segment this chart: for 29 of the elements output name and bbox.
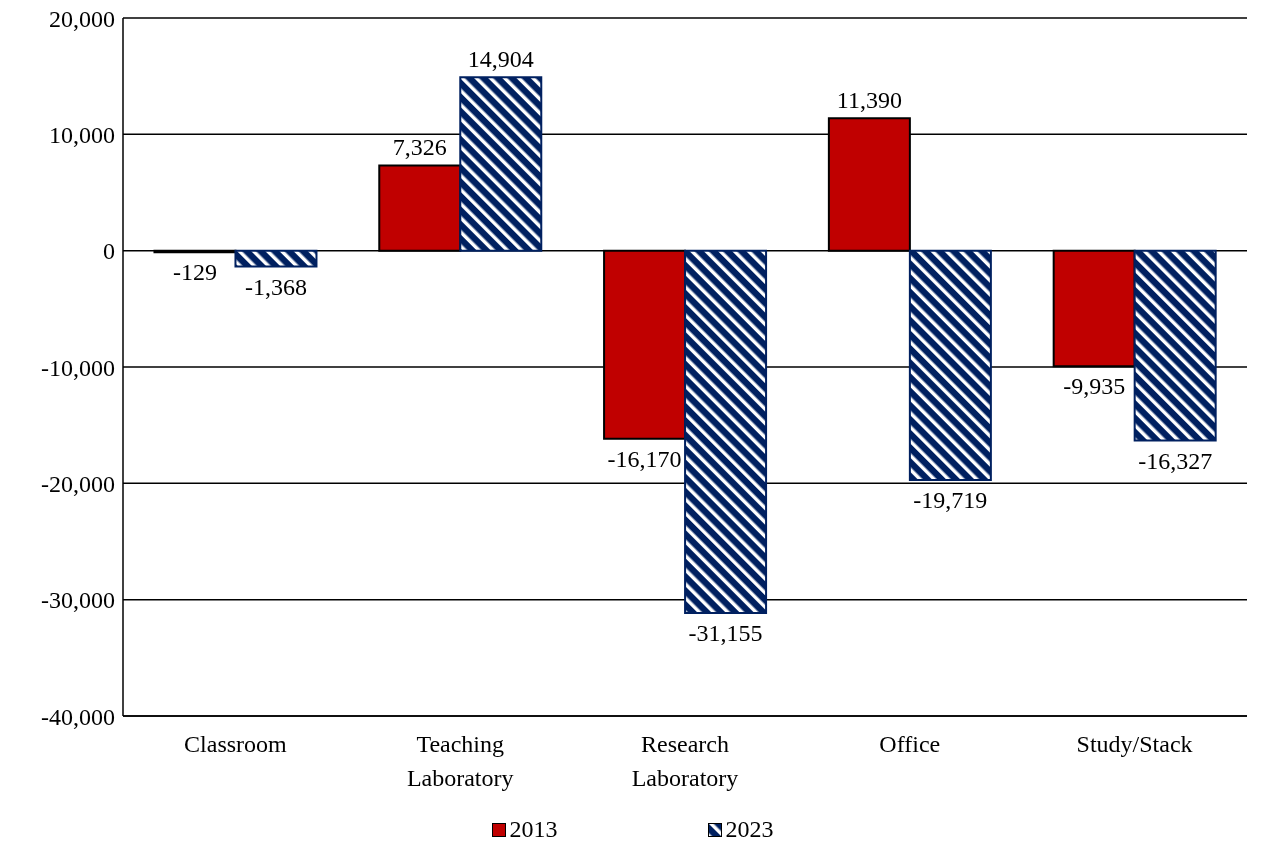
bar <box>908 249 992 482</box>
y-tick-label: 10,000 <box>49 121 115 148</box>
data-label: -19,719 <box>913 487 988 514</box>
legend-label: 2023 <box>725 816 774 843</box>
y-tick-label: -40,000 <box>41 703 115 730</box>
data-label: -9,935 <box>1063 373 1126 400</box>
data-label: -16,327 <box>1138 447 1213 474</box>
x-tick-label: Classroom <box>184 731 288 757</box>
data-label: -31,155 <box>688 620 763 647</box>
bar <box>684 249 768 615</box>
y-tick-label: 20,000 <box>49 5 115 32</box>
y-tick-label: -20,000 <box>41 470 115 497</box>
data-label: -16,170 <box>607 445 682 472</box>
x-tick-label: Study/Stack <box>1076 731 1193 757</box>
x-tick-label: Teaching Laboratory <box>406 731 514 791</box>
bar <box>459 76 543 252</box>
data-label: -1,368 <box>244 273 307 300</box>
bar <box>234 249 318 268</box>
y-tick-label: -30,000 <box>41 587 115 614</box>
data-label: 7,326 <box>392 134 447 161</box>
bar <box>1133 249 1217 442</box>
data-label: 14,904 <box>467 46 534 73</box>
data-label: -129 <box>172 259 217 286</box>
y-tick-label: -10,000 <box>41 354 115 381</box>
x-tick-label: Office <box>879 731 941 757</box>
x-tick-label: Research Laboratory <box>631 731 739 791</box>
data-label: 11,390 <box>836 87 902 114</box>
legend-label: 2013 <box>509 816 558 843</box>
y-tick-label: 0 <box>103 238 115 265</box>
